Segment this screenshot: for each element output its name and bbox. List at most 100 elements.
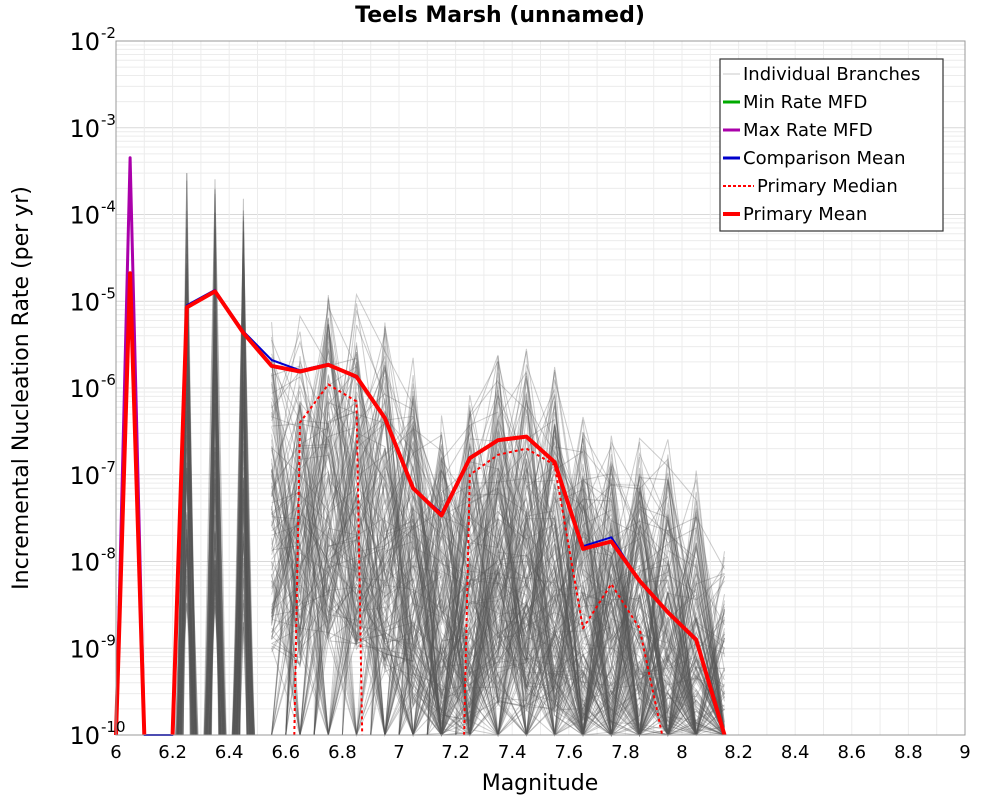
branch-line (205, 188, 225, 736)
branch-line (237, 309, 250, 736)
branch-line (205, 329, 225, 736)
branch-line (236, 477, 251, 736)
branch-line (271, 360, 725, 737)
branch-line (271, 413, 725, 736)
branch-line (271, 317, 725, 736)
branch-line (182, 410, 191, 736)
branch-line (271, 439, 725, 736)
branch-line (370, 434, 725, 736)
branch-line (426, 503, 725, 736)
branch-line (208, 582, 223, 736)
branch-line (271, 310, 725, 737)
branch-line (271, 444, 725, 737)
branch-line (175, 536, 198, 736)
branch-line (271, 422, 725, 737)
chart-title: Teels Marsh (unnamed) (355, 3, 645, 28)
branch-line (175, 384, 199, 736)
branch-line (231, 489, 255, 736)
branch-line (237, 282, 250, 736)
branch-line (271, 395, 725, 736)
branch-line (208, 602, 222, 736)
branch-line (210, 411, 220, 736)
x-tick-label: 8 (676, 742, 687, 763)
branch-line (176, 268, 197, 736)
branch-line (271, 423, 725, 736)
branch-line (271, 430, 725, 736)
y-tick-base: 10 (69, 462, 100, 490)
branch-line (210, 350, 220, 736)
branch-line (271, 292, 725, 736)
branch-line (179, 392, 195, 736)
branch-line (204, 378, 226, 736)
branch-line (179, 519, 195, 736)
x-tick-label: 6 (110, 742, 121, 763)
branch-line (179, 180, 195, 736)
branch-line (207, 533, 224, 736)
branch-line (313, 536, 725, 736)
branch-line (178, 471, 196, 736)
branch-line (271, 328, 725, 737)
branch-line (206, 325, 224, 736)
branch-line (426, 411, 725, 736)
branch-line (203, 311, 227, 736)
y-tick-base: 10 (69, 202, 100, 230)
branch-line (180, 514, 193, 736)
x-tick-label: 8.8 (894, 742, 923, 763)
x-tick-label: 6.2 (158, 742, 187, 763)
branch-line (271, 453, 725, 736)
branch-line (239, 294, 248, 736)
branch-line (271, 431, 725, 736)
series-line-primary-mean (170, 289, 727, 736)
x-tick-label: 8.4 (781, 742, 810, 763)
legend-label: Max Rate MFD (743, 120, 873, 141)
branch-line (285, 512, 725, 737)
branch-line (209, 193, 221, 736)
branch-line (427, 395, 725, 737)
branch-line (206, 311, 224, 736)
branch-line (271, 401, 725, 736)
branch-line (177, 297, 196, 736)
x-tick-label: 6.8 (328, 742, 357, 763)
branch-line (205, 563, 225, 736)
branch-line (211, 460, 220, 736)
branch-line (313, 295, 725, 736)
y-tick-exponent: -10 (101, 718, 126, 736)
branch-line (235, 415, 252, 736)
branch-line (239, 255, 248, 736)
branch-line (237, 405, 249, 736)
branch-line (182, 276, 192, 736)
legend: Individual Branches Min Rate MFD Max Rate … (719, 58, 944, 232)
branch-line (203, 498, 227, 736)
branch-line (237, 532, 250, 736)
branch-line (182, 575, 192, 736)
branch-line (178, 537, 195, 736)
branch-line (210, 560, 220, 736)
branch-line (180, 292, 193, 736)
branch-line (177, 218, 197, 736)
branch-line (177, 529, 197, 736)
branch-line (313, 303, 725, 737)
branch-line (233, 351, 254, 736)
y-tick-label: 10 -7 (69, 458, 116, 490)
branch-line (455, 407, 725, 737)
branch-line (313, 435, 725, 736)
branch-line (210, 559, 220, 736)
y-tick-exponent: -5 (101, 284, 116, 302)
branch-line (205, 478, 226, 736)
branch-line (398, 465, 725, 736)
branch-line (271, 390, 725, 736)
branch-line (370, 326, 725, 736)
branch-line (271, 335, 725, 737)
branch-line (176, 245, 198, 736)
branch-line (208, 403, 222, 736)
branch-line (233, 507, 253, 736)
branch-line (237, 310, 250, 736)
branch-line (235, 494, 251, 736)
branch-line (207, 560, 224, 736)
individual-branches (175, 173, 725, 737)
branch-line (179, 265, 194, 736)
branch-line (271, 355, 725, 737)
branch-line (236, 247, 250, 736)
